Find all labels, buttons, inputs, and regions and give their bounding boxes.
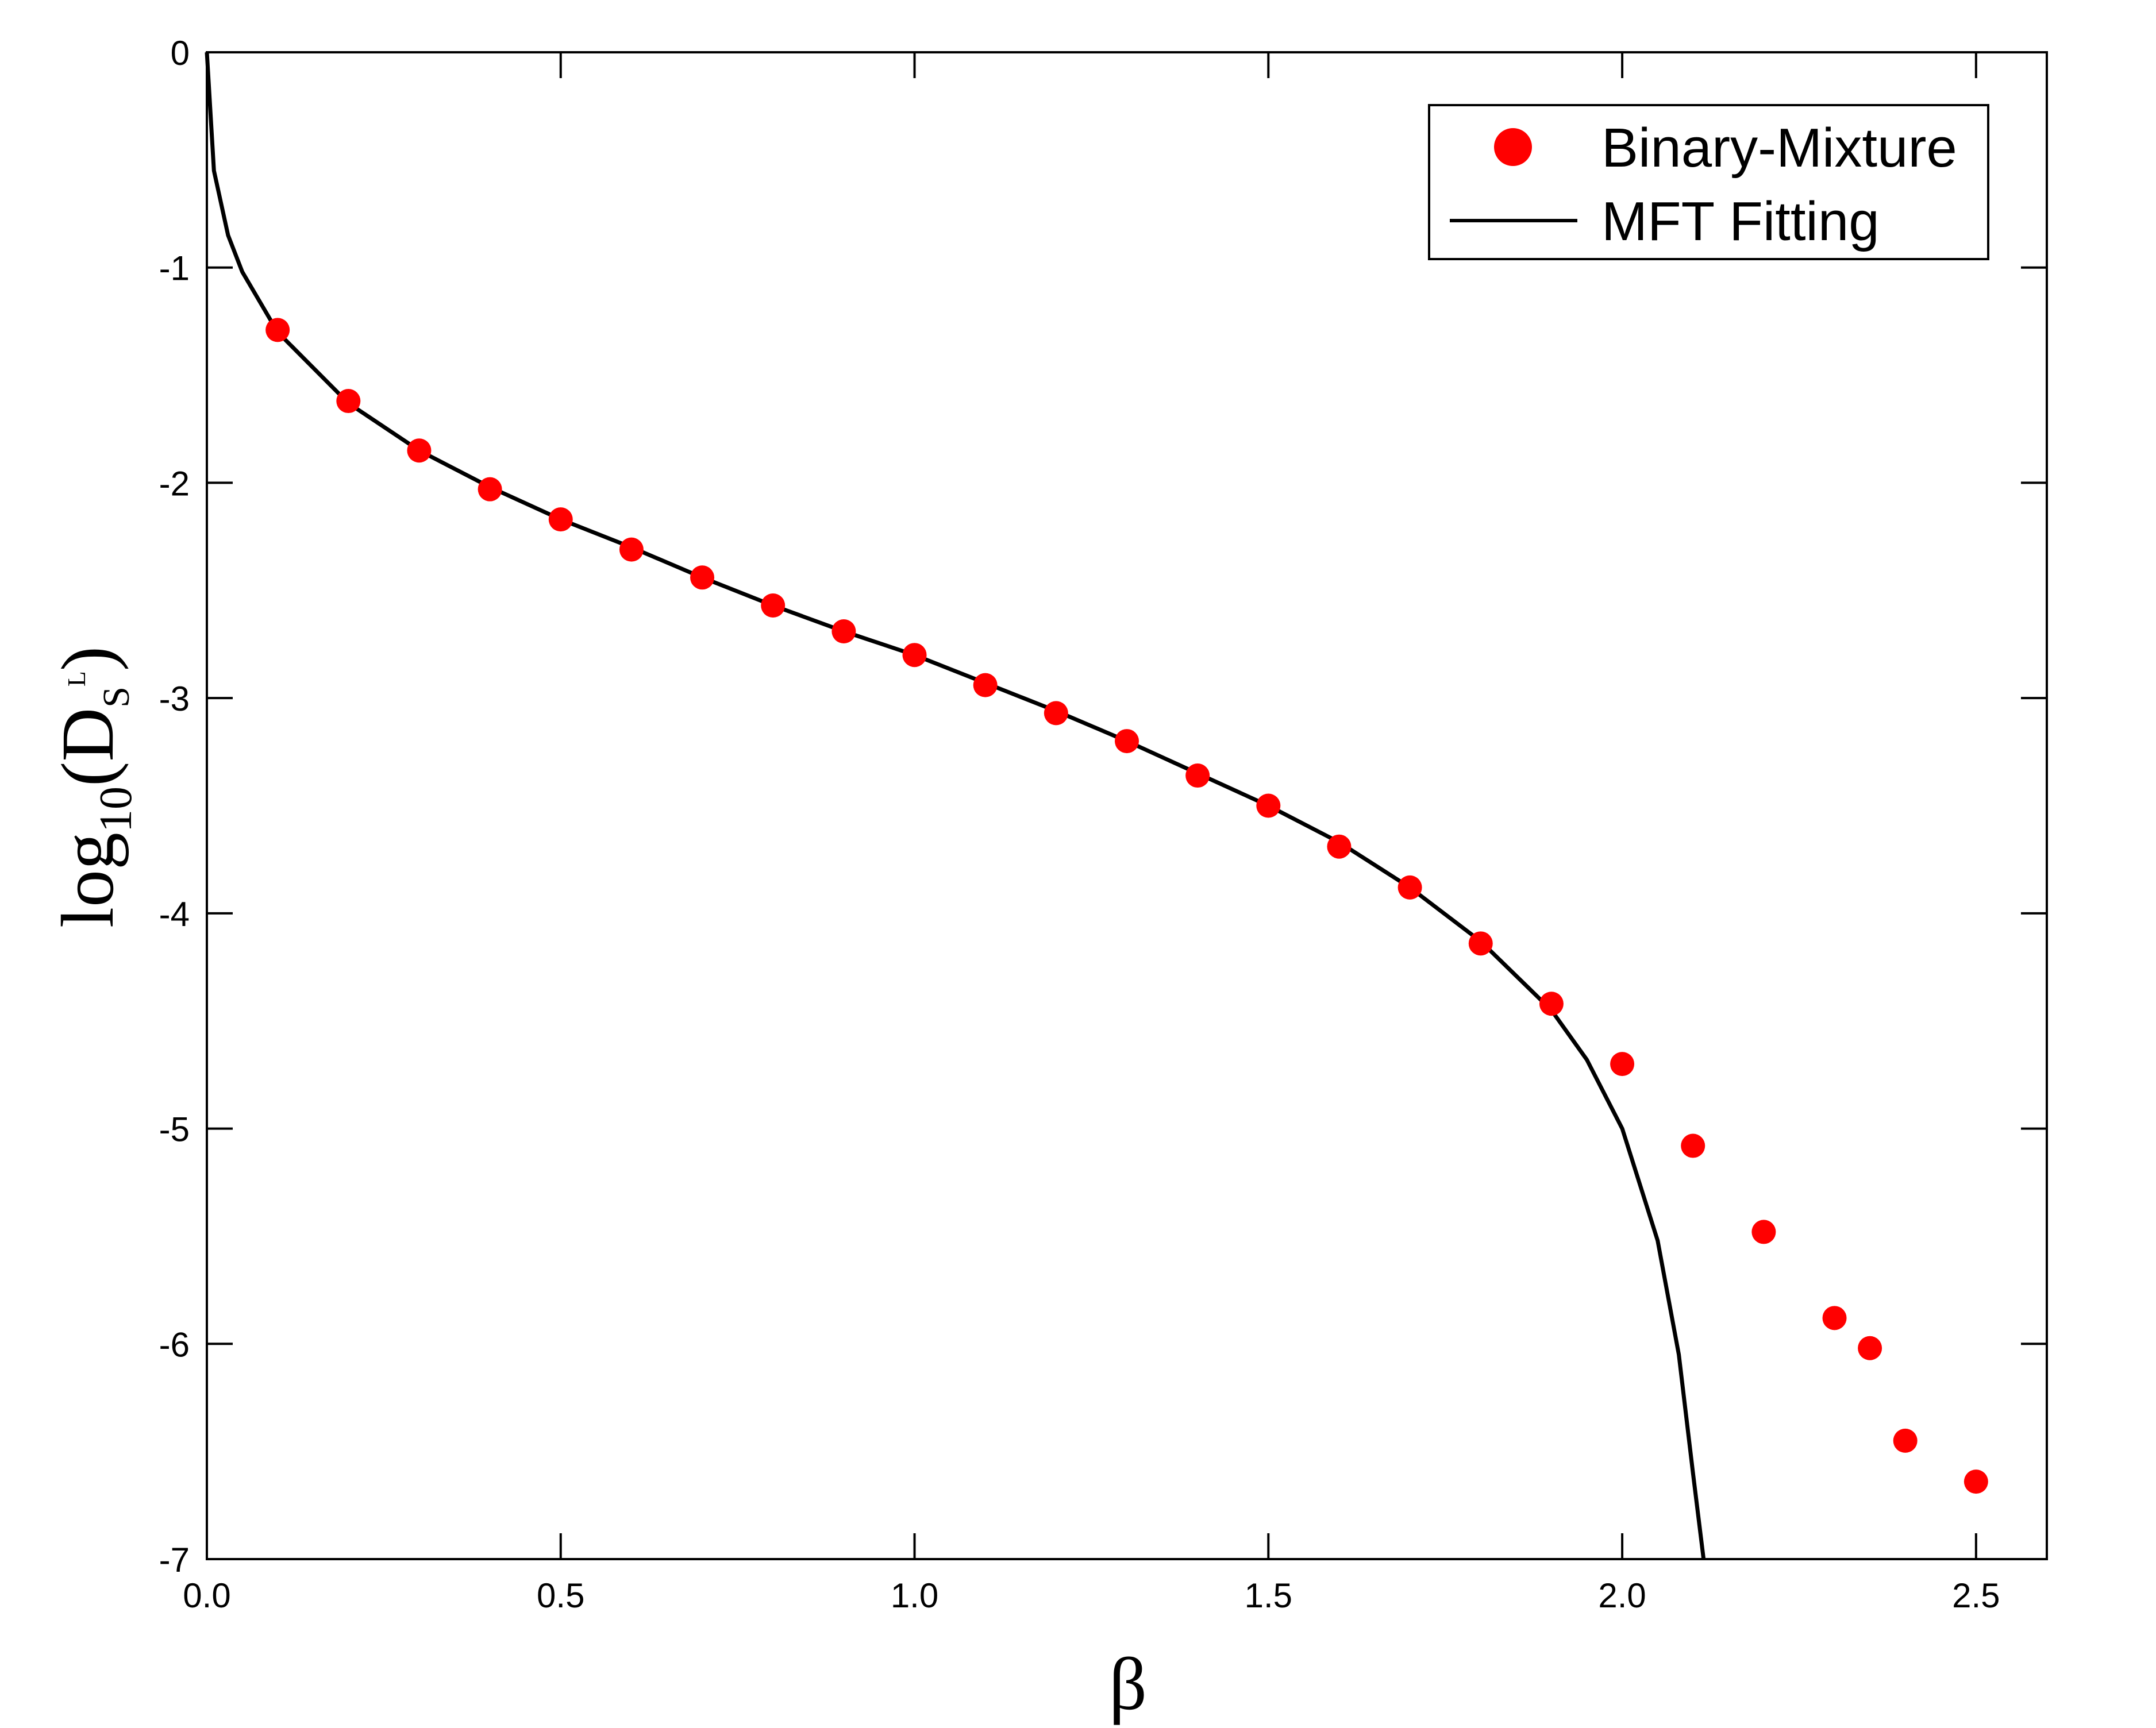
y-axis-title-d-sup: L xyxy=(63,671,91,686)
y-tick-label: -2 xyxy=(159,464,190,503)
binary-mixture-point xyxy=(1044,701,1068,726)
x-tick-label: 0.5 xyxy=(537,1576,584,1615)
binary-mixture-point xyxy=(407,438,432,463)
x-tick-label: 2.0 xyxy=(1598,1576,1646,1615)
binary-mixture-point xyxy=(1327,834,1352,859)
mft-fitting-line xyxy=(205,52,1706,1560)
binary-mixture-point xyxy=(1115,729,1139,754)
y-tick-label: -5 xyxy=(159,1110,190,1149)
x-axis-title: β xyxy=(1109,1643,1147,1726)
x-tick-label: 1.5 xyxy=(1245,1576,1292,1615)
y-tick-label: -4 xyxy=(159,895,190,934)
binary-mixture-point xyxy=(1893,1428,1918,1453)
y-axis-title: log10(DSL) xyxy=(47,646,141,928)
binary-mixture-point xyxy=(690,565,715,590)
mft-fitting-series xyxy=(205,52,1706,1560)
y-tick-label: 0 xyxy=(171,34,190,72)
x-tick-label: 0.0 xyxy=(183,1576,230,1615)
binary-mixture-point xyxy=(1858,1336,1882,1360)
binary-mixture-point xyxy=(1468,931,1493,956)
y-axis-title-close: ) xyxy=(47,646,129,671)
binary-mixture-point xyxy=(1751,1220,1776,1244)
binary-mixture-point xyxy=(478,477,502,502)
plot-frame xyxy=(206,51,2048,1560)
y-axis-title-log: log xyxy=(47,832,129,928)
binary-mixture-point xyxy=(1256,793,1281,818)
binary-mixture-point xyxy=(831,619,856,643)
x-axis-ticks: 0.0 0.5 1.0 1.5 2.0 2.5 xyxy=(183,52,2000,1615)
binary-mixture-point xyxy=(336,389,361,414)
binary-mixture-point xyxy=(973,673,998,697)
binary-mixture-point xyxy=(1822,1306,1847,1330)
y-axis-ticks: 0 -1 -2 -3 -4 -5 -6 -7 xyxy=(159,34,2047,1579)
binary-mixture-point xyxy=(1610,1052,1635,1077)
binary-mixture-point xyxy=(1539,992,1564,1016)
binary-mixture-point xyxy=(1681,1133,1705,1158)
binary-mixture-point xyxy=(265,318,290,342)
binary-mixture-series xyxy=(265,318,1988,1494)
y-tick-label: -3 xyxy=(159,680,190,718)
legend-label-mft-fitting: MFT Fitting xyxy=(1601,191,1880,252)
binary-mixture-point xyxy=(619,537,644,562)
binary-mixture-point xyxy=(1397,875,1422,900)
y-tick-label: -6 xyxy=(159,1325,190,1364)
binary-mixture-point xyxy=(548,507,573,532)
x-tick-label: 2.5 xyxy=(1952,1576,2000,1615)
x-tick-label: 1.0 xyxy=(891,1576,938,1615)
binary-mixture-point xyxy=(902,643,927,668)
binary-mixture-point xyxy=(1185,763,1210,788)
y-axis-title-d-sub: S xyxy=(95,686,137,708)
y-axis-title-base: 10 xyxy=(91,786,141,832)
y-axis-title-open: (D xyxy=(47,708,129,786)
y-tick-label: -7 xyxy=(159,1541,190,1579)
legend-marker-binary-mixture xyxy=(1494,128,1532,166)
y-tick-label: -1 xyxy=(159,249,190,288)
binary-mixture-point xyxy=(761,593,786,618)
legend: Binary-Mixture MFT Fitting xyxy=(1428,104,1989,260)
binary-mixture-point xyxy=(1964,1469,1988,1494)
legend-label-binary-mixture: Binary-Mixture xyxy=(1601,117,1957,179)
